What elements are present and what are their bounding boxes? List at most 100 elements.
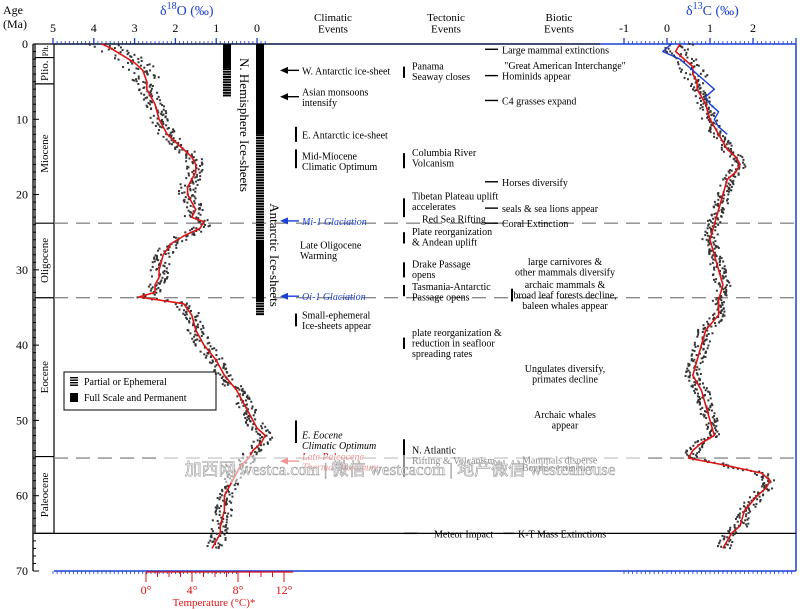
data-point <box>723 194 726 197</box>
data-point <box>708 317 711 320</box>
data-point <box>726 536 729 539</box>
legend-label: Partial or Ephemeral <box>84 377 167 388</box>
data-point <box>266 441 269 444</box>
data-point <box>714 203 717 206</box>
ice-bar-dash <box>256 192 264 195</box>
data-point <box>152 65 155 68</box>
data-point <box>704 351 707 354</box>
data-point <box>211 541 214 544</box>
data-point <box>259 444 262 447</box>
data-point <box>697 78 700 81</box>
data-point <box>149 116 152 119</box>
data-point <box>265 429 268 432</box>
ice-bar-dash <box>256 142 264 145</box>
data-point <box>729 183 732 186</box>
data-point <box>168 263 171 266</box>
data-point <box>694 383 697 386</box>
data-point <box>686 450 689 453</box>
ice-bar-dash <box>223 83 231 86</box>
data-point <box>722 200 725 203</box>
data-point <box>697 64 700 67</box>
data-point <box>241 389 244 392</box>
data-point <box>190 211 193 214</box>
data-point <box>728 142 731 145</box>
data-point <box>221 490 224 493</box>
data-point <box>704 356 707 359</box>
data-point <box>159 125 162 128</box>
data-point <box>695 381 698 384</box>
data-point <box>207 541 210 544</box>
data-point <box>766 488 769 491</box>
data-point <box>166 272 169 275</box>
data-point <box>699 408 702 411</box>
data-point <box>156 97 159 100</box>
data-point <box>707 390 710 393</box>
biotic-event-label: Horses diversify <box>502 178 568 189</box>
data-point <box>200 230 203 233</box>
data-point <box>214 506 217 509</box>
data-point <box>718 311 721 314</box>
data-point <box>161 118 164 121</box>
data-point <box>159 290 162 293</box>
data-point <box>685 51 688 54</box>
data-point <box>691 57 694 60</box>
data-point <box>725 199 728 202</box>
data-point <box>252 414 255 417</box>
data-point <box>164 110 167 113</box>
data-point <box>241 452 244 455</box>
tectonic-event-label: Panama Seaway closes <box>412 61 470 83</box>
data-point <box>710 409 713 412</box>
data-point <box>717 198 720 201</box>
data-point <box>258 448 261 451</box>
data-point <box>226 383 229 386</box>
data-point <box>214 509 217 512</box>
data-point <box>748 508 751 511</box>
data-point <box>200 328 203 331</box>
data-point <box>731 164 734 167</box>
data-point <box>224 368 227 371</box>
data-point <box>713 421 716 424</box>
data-point <box>135 80 138 83</box>
data-point <box>150 287 153 290</box>
data-point <box>698 87 701 90</box>
data-point <box>162 264 165 267</box>
data-point <box>679 70 682 73</box>
data-point <box>183 200 186 203</box>
data-point <box>161 120 164 123</box>
data-point <box>214 372 217 375</box>
data-point <box>711 221 714 224</box>
data-point <box>732 183 735 186</box>
data-point <box>700 103 703 106</box>
data-point <box>142 293 145 296</box>
data-point <box>710 114 713 117</box>
data-point <box>178 308 181 311</box>
age-axis-title: Age <box>3 3 23 17</box>
series-line <box>662 43 728 135</box>
data-point <box>726 202 729 205</box>
data-point <box>242 413 245 416</box>
data-point <box>715 265 718 268</box>
data-point <box>146 64 149 67</box>
data-point <box>142 87 145 90</box>
data-point <box>744 165 747 168</box>
data-point <box>181 192 184 195</box>
data-point <box>693 381 696 384</box>
data-point <box>730 544 733 547</box>
data-point <box>702 356 705 359</box>
data-point <box>707 118 710 121</box>
data-point <box>247 417 250 420</box>
d13c-tick-label: 2 <box>750 21 756 35</box>
data-point <box>679 45 682 48</box>
data-point <box>108 45 111 48</box>
data-point <box>701 360 704 363</box>
data-point <box>693 89 696 92</box>
data-point <box>178 137 181 140</box>
data-point <box>729 169 732 172</box>
data-point <box>196 314 199 317</box>
data-point <box>157 111 160 114</box>
data-point <box>199 204 202 207</box>
data-point <box>148 63 151 66</box>
data-point <box>698 368 701 371</box>
data-point <box>153 74 156 77</box>
data-point <box>215 364 218 367</box>
